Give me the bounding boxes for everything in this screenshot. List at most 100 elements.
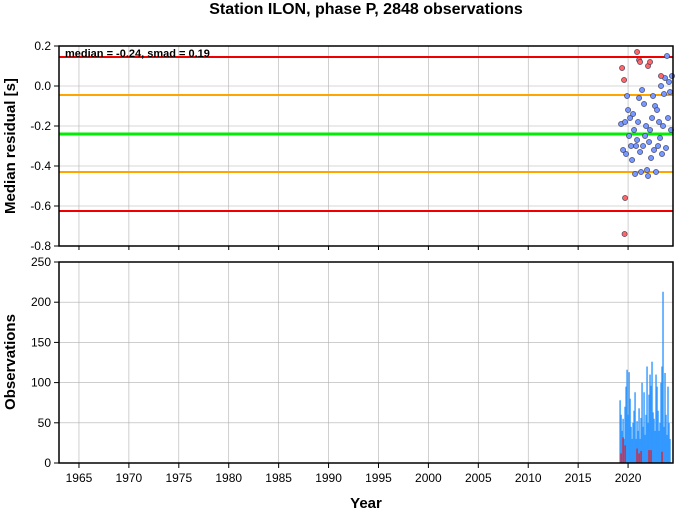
residual-point bbox=[646, 139, 652, 145]
residual-point bbox=[619, 65, 625, 71]
year-x-ticks: 1965 1970 1975 1980 1985 1990 1995 2000 2005 2010… bbox=[66, 246, 642, 485]
x-tick-label: 2000 bbox=[415, 471, 442, 485]
residual-point bbox=[637, 149, 643, 155]
residual-point bbox=[648, 155, 654, 161]
observation-bar bbox=[644, 434, 646, 463]
residual-point bbox=[660, 123, 666, 129]
y-tick-label: -0.4 bbox=[30, 159, 51, 173]
residual-point bbox=[636, 95, 642, 101]
residual-point bbox=[658, 73, 664, 79]
residual-point bbox=[631, 127, 637, 133]
y-tick-label: 200 bbox=[31, 295, 51, 309]
residual-point bbox=[645, 173, 651, 179]
y-tick-label: -0.6 bbox=[30, 199, 51, 213]
y-tick-label: 50 bbox=[38, 416, 52, 430]
observation-bar bbox=[664, 372, 666, 463]
x-tick-label: 1970 bbox=[116, 471, 143, 485]
y-tick-label: 0.2 bbox=[34, 39, 51, 53]
residual-point bbox=[649, 115, 655, 121]
observations-y-ticks: 0 50 100 150 200 250 bbox=[31, 255, 59, 470]
residual-point bbox=[637, 59, 643, 65]
observation-bar bbox=[624, 406, 626, 463]
observation-bar bbox=[660, 382, 662, 463]
residual-point bbox=[669, 73, 675, 79]
residual-point bbox=[626, 133, 632, 139]
observation-bar bbox=[656, 386, 658, 463]
residual-point bbox=[621, 77, 627, 83]
residual-point bbox=[659, 151, 665, 157]
observation-bar bbox=[620, 414, 622, 463]
observations-panel: 0 50 100 150 200 250 1965 1970 1975 1980 1985 1990… bbox=[2, 246, 674, 511]
x-tick-label: 2020 bbox=[615, 471, 642, 485]
observation-bar bbox=[624, 445, 626, 463]
observation-bar bbox=[654, 430, 656, 463]
observation-bar bbox=[648, 450, 650, 463]
observation-bar bbox=[668, 422, 670, 463]
residual-point bbox=[622, 195, 628, 201]
residual-point bbox=[654, 107, 660, 113]
residual-point bbox=[622, 119, 628, 125]
residual-point bbox=[664, 53, 670, 59]
residual-point bbox=[634, 49, 640, 55]
observation-bar bbox=[650, 385, 652, 463]
x-tick-label: 2015 bbox=[565, 471, 592, 485]
residual-point bbox=[624, 93, 630, 99]
observation-bar bbox=[653, 418, 655, 463]
x-tick-label: 1965 bbox=[66, 471, 93, 485]
stats-annotation: median = -0.24, smad = 0.19 bbox=[65, 48, 210, 60]
residual-point bbox=[635, 119, 641, 125]
residual-point bbox=[629, 157, 635, 163]
y-tick-label: 250 bbox=[31, 255, 51, 269]
observation-bar bbox=[625, 386, 627, 463]
observation-bar bbox=[620, 453, 622, 463]
residual-point bbox=[655, 143, 661, 149]
residual-point bbox=[621, 231, 628, 237]
observation-bar bbox=[631, 438, 633, 463]
year-x-axis-label: Year bbox=[350, 495, 382, 511]
observation-bar bbox=[623, 438, 625, 463]
residual-point bbox=[638, 169, 644, 175]
observation-bar bbox=[663, 426, 665, 463]
observation-bar bbox=[665, 414, 667, 463]
observation-bar bbox=[619, 400, 621, 463]
residual-point bbox=[628, 143, 634, 149]
observation-bar bbox=[667, 386, 669, 463]
residual-point bbox=[632, 171, 638, 177]
residual-point bbox=[657, 135, 663, 141]
observation-bar bbox=[661, 366, 663, 463]
residual-point bbox=[625, 107, 631, 113]
residual-points bbox=[618, 49, 675, 237]
observation-bar bbox=[630, 426, 632, 463]
x-tick-label: 1985 bbox=[265, 471, 292, 485]
residual-point bbox=[647, 127, 653, 133]
residual-panel-frame bbox=[58, 45, 674, 247]
residual-point bbox=[639, 87, 645, 93]
observation-bar bbox=[639, 438, 641, 463]
observation-bar bbox=[650, 450, 652, 463]
observations-grid bbox=[59, 261, 673, 464]
observation-bar bbox=[659, 422, 661, 463]
residual-point bbox=[653, 169, 659, 175]
observation-bar bbox=[628, 372, 630, 463]
observation-bar bbox=[636, 421, 638, 463]
observation-bar bbox=[648, 394, 650, 463]
observation-bar bbox=[638, 453, 640, 463]
residual-point bbox=[651, 147, 657, 153]
residual-point bbox=[650, 93, 656, 99]
x-tick-label: 1990 bbox=[315, 471, 342, 485]
residual-panel: 0.2 0.0 -0.2 -0.4 -0.6 -0.8 median = -0.24, s… bbox=[2, 39, 675, 253]
y-tick-label: 0.0 bbox=[34, 79, 51, 93]
observation-bar bbox=[621, 430, 623, 463]
observation-bar bbox=[626, 369, 628, 463]
observation-bar bbox=[643, 392, 645, 463]
reference-lines bbox=[59, 56, 673, 212]
observation-bar bbox=[652, 412, 654, 463]
y-tick-label: 150 bbox=[31, 335, 51, 349]
observation-bar bbox=[640, 450, 642, 463]
residual-point bbox=[630, 111, 636, 117]
observation-bar bbox=[640, 417, 642, 463]
observation-bar bbox=[622, 437, 624, 463]
observation-bar bbox=[661, 451, 663, 463]
observation-bar bbox=[657, 410, 659, 463]
